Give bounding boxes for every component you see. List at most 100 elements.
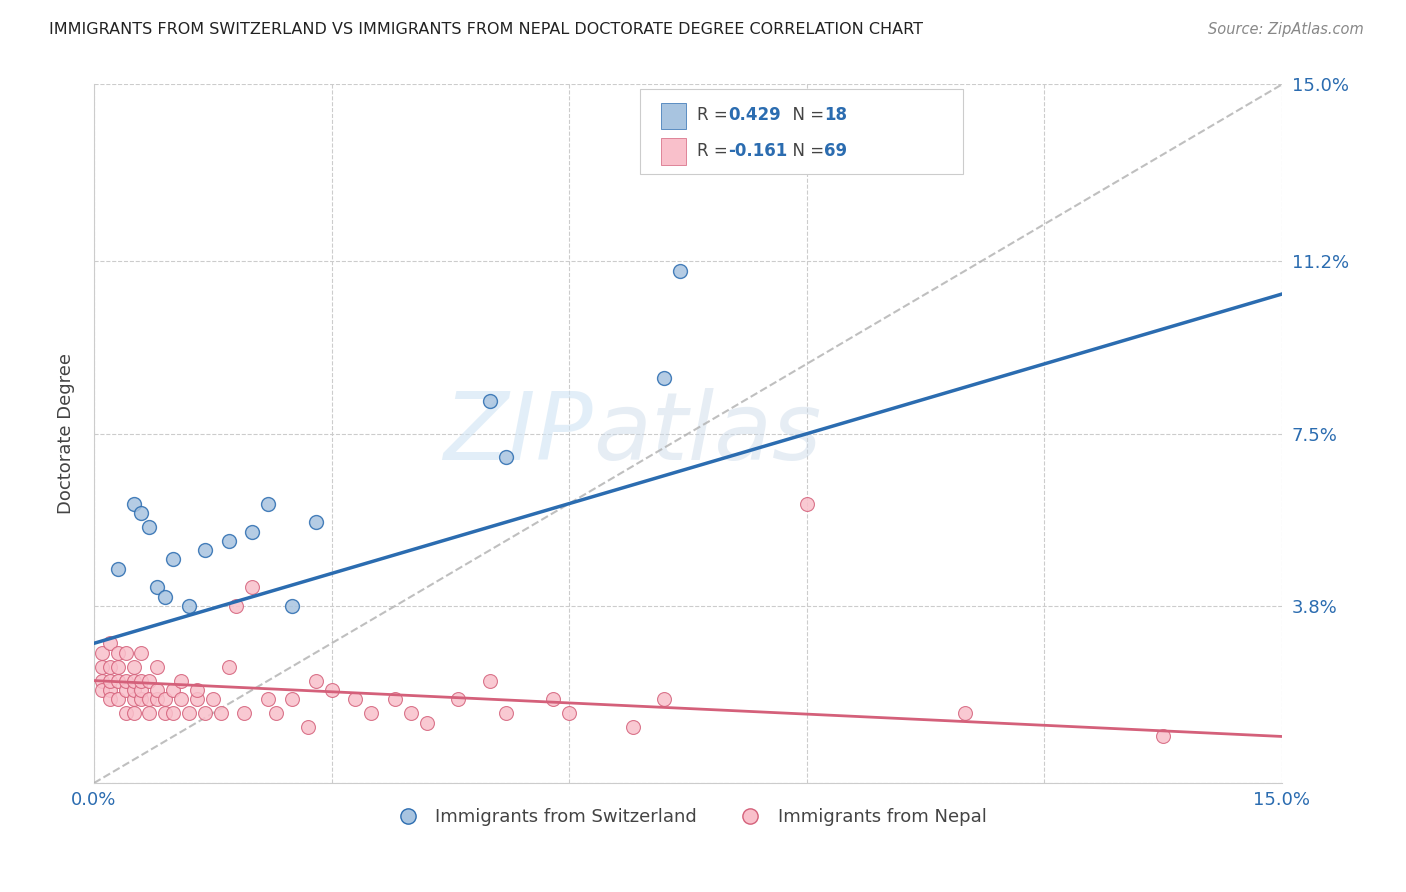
Point bbox=[114, 646, 136, 660]
Point bbox=[107, 673, 129, 688]
Point bbox=[122, 692, 145, 706]
Point bbox=[558, 706, 581, 721]
Point bbox=[131, 506, 153, 520]
Point bbox=[90, 682, 112, 697]
Point bbox=[170, 673, 193, 688]
Point bbox=[305, 515, 328, 529]
Point bbox=[652, 371, 675, 385]
Legend: Immigrants from Switzerland, Immigrants from Nepal: Immigrants from Switzerland, Immigrants … bbox=[382, 801, 994, 833]
Point bbox=[201, 692, 224, 706]
Point bbox=[344, 692, 367, 706]
Point bbox=[652, 692, 675, 706]
Point bbox=[138, 520, 160, 534]
Point bbox=[98, 636, 121, 650]
Point bbox=[107, 646, 129, 660]
Point bbox=[186, 692, 208, 706]
Point bbox=[399, 706, 422, 721]
Point bbox=[162, 552, 184, 566]
Point bbox=[90, 659, 112, 673]
Point bbox=[131, 682, 153, 697]
Point bbox=[218, 533, 240, 548]
Text: R =: R = bbox=[697, 106, 734, 124]
Point bbox=[138, 673, 160, 688]
Point bbox=[90, 646, 112, 660]
Point bbox=[240, 581, 263, 595]
Point bbox=[98, 682, 121, 697]
Point bbox=[98, 659, 121, 673]
Point bbox=[669, 264, 692, 278]
Point bbox=[478, 673, 501, 688]
Point bbox=[495, 450, 517, 464]
Point bbox=[177, 706, 200, 721]
Point bbox=[107, 659, 129, 673]
Point bbox=[257, 692, 280, 706]
Point bbox=[162, 706, 184, 721]
Point bbox=[146, 659, 169, 673]
Point bbox=[170, 692, 193, 706]
Point bbox=[360, 706, 382, 721]
Point bbox=[543, 692, 565, 706]
Point bbox=[114, 673, 136, 688]
Point bbox=[131, 692, 153, 706]
Text: 0.429: 0.429 bbox=[728, 106, 782, 124]
Point bbox=[186, 682, 208, 697]
Y-axis label: Doctorate Degree: Doctorate Degree bbox=[58, 353, 75, 515]
Point bbox=[146, 682, 169, 697]
Point bbox=[297, 720, 319, 734]
Point bbox=[146, 692, 169, 706]
Point bbox=[194, 543, 217, 558]
Point bbox=[447, 692, 470, 706]
Point bbox=[218, 659, 240, 673]
Point bbox=[146, 581, 169, 595]
Point bbox=[264, 706, 287, 721]
Text: N =: N = bbox=[782, 106, 830, 124]
Point bbox=[953, 706, 976, 721]
Point bbox=[107, 692, 129, 706]
Point bbox=[114, 706, 136, 721]
Point bbox=[305, 673, 328, 688]
Text: 69: 69 bbox=[824, 142, 846, 160]
Point bbox=[209, 706, 232, 721]
Point bbox=[155, 590, 177, 604]
Point bbox=[281, 692, 304, 706]
Text: -0.161: -0.161 bbox=[728, 142, 787, 160]
Text: atlas: atlas bbox=[593, 388, 821, 479]
Text: R =: R = bbox=[697, 142, 734, 160]
Point bbox=[478, 394, 501, 409]
Text: IMMIGRANTS FROM SWITZERLAND VS IMMIGRANTS FROM NEPAL DOCTORATE DEGREE CORRELATIO: IMMIGRANTS FROM SWITZERLAND VS IMMIGRANT… bbox=[49, 22, 924, 37]
Point bbox=[384, 692, 406, 706]
Point bbox=[122, 706, 145, 721]
Point bbox=[177, 599, 200, 613]
Point bbox=[1152, 730, 1174, 744]
Point bbox=[225, 599, 247, 613]
Point bbox=[321, 682, 343, 697]
Point bbox=[621, 720, 644, 734]
Point bbox=[194, 706, 217, 721]
Point bbox=[122, 682, 145, 697]
Point bbox=[240, 524, 263, 539]
Point bbox=[281, 599, 304, 613]
Text: 18: 18 bbox=[824, 106, 846, 124]
Point bbox=[122, 659, 145, 673]
Point bbox=[98, 673, 121, 688]
Point bbox=[98, 692, 121, 706]
Text: N =: N = bbox=[782, 142, 830, 160]
Point bbox=[162, 682, 184, 697]
Point bbox=[138, 692, 160, 706]
Point bbox=[796, 497, 818, 511]
Text: Source: ZipAtlas.com: Source: ZipAtlas.com bbox=[1208, 22, 1364, 37]
Point bbox=[233, 706, 256, 721]
Point bbox=[131, 646, 153, 660]
Point bbox=[131, 673, 153, 688]
Point bbox=[122, 497, 145, 511]
Point bbox=[90, 673, 112, 688]
Point bbox=[257, 497, 280, 511]
Point bbox=[155, 692, 177, 706]
Point bbox=[415, 715, 437, 730]
Point bbox=[114, 682, 136, 697]
Point bbox=[122, 673, 145, 688]
Text: ZIP: ZIP bbox=[443, 388, 593, 479]
Point bbox=[138, 706, 160, 721]
Point bbox=[155, 706, 177, 721]
Point bbox=[107, 562, 129, 576]
